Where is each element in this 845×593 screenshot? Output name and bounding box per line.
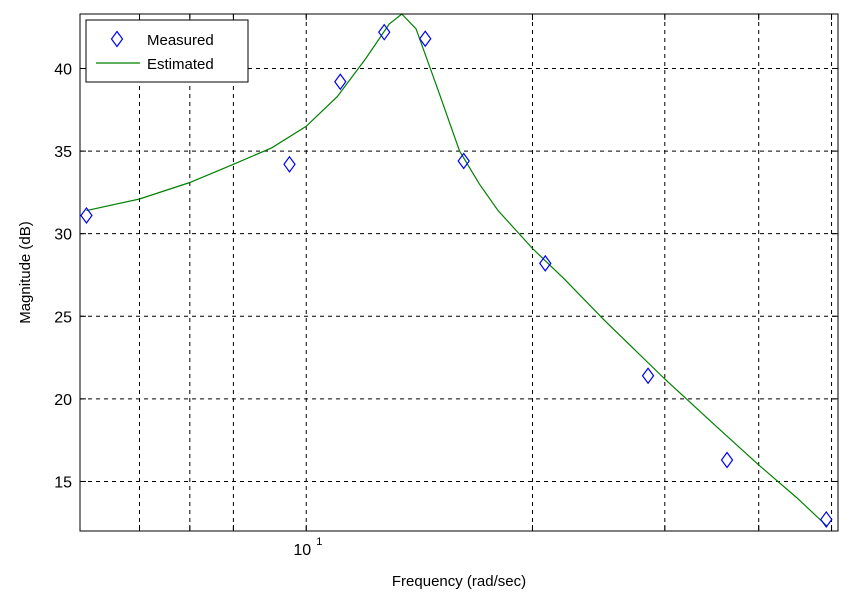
legend-measured-marker (110, 30, 124, 48)
y-tick-label: 40 (54, 62, 72, 79)
legend-box (85, 19, 249, 83)
plot-frame (79, 13, 839, 532)
legend-measured-label: Measured (147, 32, 214, 49)
y-tick-label: 35 (54, 144, 72, 161)
measured-markers-layer (80, 23, 833, 528)
y-axis-label: Magnitude (dB) (17, 221, 34, 324)
measured-point (419, 30, 432, 48)
y-tick-label: 15 (54, 474, 72, 491)
y-tick-label: 30 (54, 227, 72, 244)
legend: Measured Estimated (85, 19, 249, 83)
x-tick-label-exponent: 1 (316, 536, 322, 548)
measured-point (334, 73, 347, 91)
x-tick-label: 10 (293, 542, 311, 559)
estimated-line (86, 13, 828, 527)
measured-point (820, 510, 833, 528)
x-axis-label: Frequency (rad/sec) (392, 573, 526, 590)
measured-point (80, 206, 93, 225)
measured-point (283, 155, 296, 173)
measured-point (539, 254, 552, 272)
axis-ticks (80, 14, 838, 531)
measured-point (378, 23, 391, 41)
measured-point (457, 152, 470, 170)
y-tick-label: 25 (54, 309, 72, 326)
measured-point (641, 367, 655, 385)
measured-point (720, 451, 734, 469)
y-tick-label: 20 (54, 392, 72, 409)
axis-tick-labels: 15 20 25 30 35 40 10 1 (54, 62, 322, 559)
legend-estimated-label: Estimated (147, 56, 214, 73)
estimated-curve-layer (86, 13, 828, 527)
